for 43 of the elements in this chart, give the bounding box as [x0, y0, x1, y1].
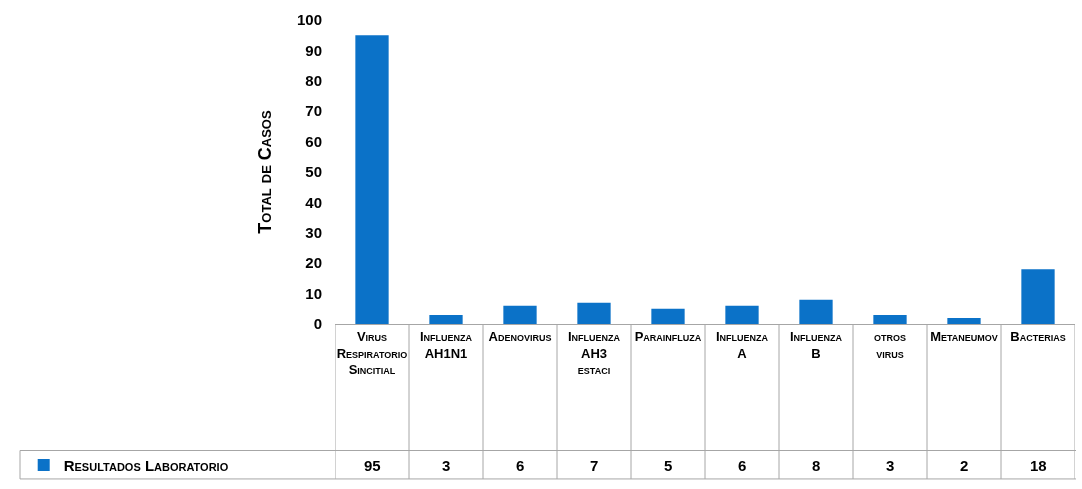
y-tick-label: 100 — [296, 11, 322, 29]
x-tick-label: Metaneumov — [930, 328, 998, 344]
y-axis-title: Total de Casos — [255, 110, 276, 234]
y-tick-label: 20 — [305, 254, 322, 272]
x-tick-label: Virus Respiratorio Sincitial — [336, 328, 408, 378]
bar — [873, 314, 907, 324]
data-label: 3 — [886, 457, 895, 474]
data-label: 3 — [442, 457, 451, 474]
y-tick-label: 40 — [305, 193, 322, 211]
bar — [355, 35, 389, 324]
bar — [799, 299, 833, 324]
y-tick-label: 70 — [305, 102, 322, 120]
data-label: 95 — [364, 457, 381, 474]
bar — [577, 302, 611, 324]
y-tick-label: 60 — [305, 132, 322, 150]
y-tick-label: 30 — [305, 224, 322, 242]
data-label: 5 — [664, 457, 673, 474]
x-tick-label: Adenovirus — [488, 328, 552, 344]
x-tick-label: otros virus — [873, 328, 907, 361]
data-label: 6 — [516, 457, 525, 474]
bar — [429, 314, 463, 324]
y-tick-label: 0 — [313, 315, 322, 333]
x-tick-label: Influenza B — [789, 328, 843, 361]
y-tick-label: 50 — [305, 163, 322, 181]
data-label: 6 — [738, 457, 747, 474]
bar — [947, 317, 981, 324]
x-tick-label: Influenza AH3 estaci — [567, 328, 621, 378]
data-label: 18 — [1030, 457, 1047, 474]
bar — [503, 305, 537, 324]
bar — [1021, 269, 1055, 324]
data-label: 7 — [590, 457, 599, 474]
data-label: 8 — [812, 457, 821, 474]
data-label: 2 — [960, 457, 969, 474]
x-tick-label: Bacterias — [1010, 328, 1066, 344]
bar — [725, 305, 759, 324]
x-tick-label: Influenza AH1N1 — [419, 328, 473, 361]
bar — [651, 308, 685, 324]
y-tick-label: 80 — [305, 72, 322, 90]
y-tick-label: 90 — [305, 41, 322, 59]
x-tick-label: Parainfluza — [634, 328, 702, 344]
x-tick-label: Influenza A — [715, 328, 769, 361]
legend-label: Resultados Laboratorio — [63, 456, 229, 474]
y-tick-label: 10 — [305, 284, 322, 302]
